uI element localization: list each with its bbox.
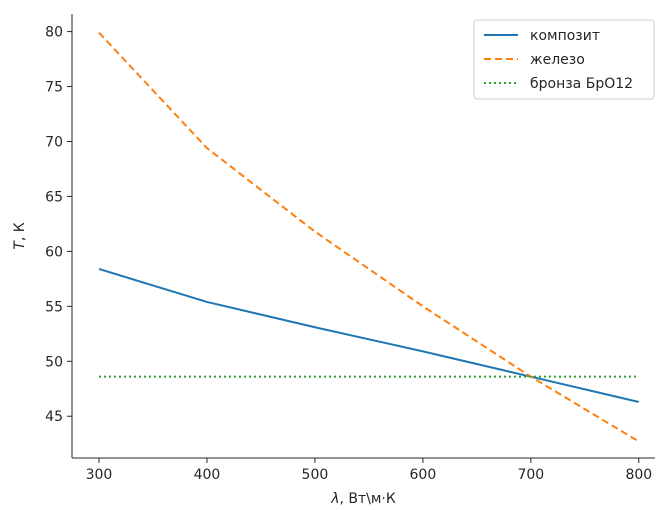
y-axis-label: T, К — [12, 222, 28, 249]
y-tick-label: 55 — [45, 299, 63, 315]
x-tick-label: 400 — [194, 467, 221, 483]
x-tick-label: 800 — [625, 467, 652, 483]
x-axis-label: λ, Вт\м·К — [330, 491, 396, 507]
y-tick-label: 70 — [45, 134, 63, 150]
x-tick-label: 600 — [410, 467, 437, 483]
x-tick-label: 300 — [86, 467, 113, 483]
y-tick-label: 50 — [45, 354, 63, 370]
series-layer — [98, 31, 640, 443]
y-tick-label: 60 — [45, 244, 63, 260]
x-axis-symbol: λ — [330, 491, 339, 507]
legend-box — [473, 19, 655, 100]
axes-layer — [71, 14, 655, 459]
x-tick-label: 500 — [302, 467, 329, 483]
series-line-iron — [98, 31, 640, 443]
x-tick-label: 700 — [517, 467, 544, 483]
legend-label-bronze: бронза БрО12 — [530, 76, 633, 92]
y-tick-label: 80 — [45, 25, 63, 41]
y-tick-label: 45 — [45, 409, 63, 425]
legend-label-composite: композит — [530, 28, 600, 44]
legend: композит железо бронза БрО12 — [473, 19, 655, 100]
y-tick-label: 75 — [45, 80, 63, 96]
series-line-composite — [98, 268, 640, 403]
ticks-layer: 300 400 500 600 700 800 45 50 55 60 65 70 75 80 — [45, 25, 652, 483]
y-axis-unit: , К — [12, 222, 28, 241]
x-axis-unit: , Вт\м·К — [339, 491, 395, 507]
y-axis-symbol: T — [12, 240, 28, 250]
legend-label-iron: железо — [530, 52, 585, 68]
y-tick-label: 65 — [45, 189, 63, 205]
